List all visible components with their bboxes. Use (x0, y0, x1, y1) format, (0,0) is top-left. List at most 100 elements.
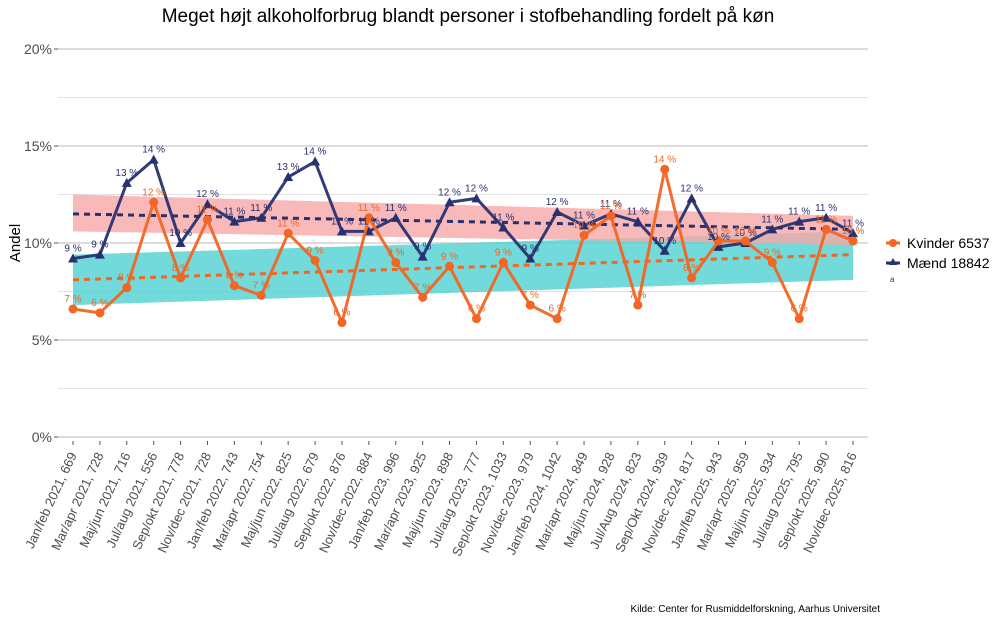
data-label: 11 % (250, 203, 272, 214)
data-point (687, 273, 697, 283)
data-point (283, 228, 293, 238)
data-point (794, 216, 805, 226)
data-point (390, 212, 401, 222)
data-label: 9 % (522, 244, 539, 255)
data-label: 11 % (600, 201, 622, 212)
data-point (94, 249, 105, 259)
data-label: 9 % (306, 245, 323, 256)
data-label: 11 % (358, 216, 380, 227)
data-label: 9 % (414, 242, 431, 253)
data-label: 11 % (842, 218, 864, 229)
data-label: 11 % (627, 207, 649, 218)
data-label: 7 % (414, 282, 431, 293)
data-label: 12 % (142, 187, 165, 198)
data-label: 11 % (815, 203, 837, 214)
data-label: 9 % (764, 247, 781, 258)
data-label: 12 % (546, 197, 569, 208)
y-tick-label: 20% (24, 41, 52, 57)
data-label: 12 % (196, 189, 219, 200)
data-label: 10 % (842, 226, 865, 237)
data-point (310, 255, 320, 265)
data-label: 8 % (683, 263, 700, 274)
data-point (418, 292, 428, 302)
data-label: 9 % (495, 247, 512, 258)
data-point (283, 172, 294, 182)
data-point (310, 156, 321, 166)
data-point (175, 238, 186, 247)
data-label: 11 % (385, 203, 407, 214)
data-point (445, 261, 455, 271)
data-point (68, 304, 78, 314)
data-label: 11 % (788, 207, 810, 218)
data-label: 10 % (169, 228, 192, 239)
series-line (72, 158, 854, 261)
data-point (686, 193, 697, 203)
data-label: 13 % (277, 162, 300, 173)
data-point (391, 257, 401, 267)
data-label: 10 % (734, 226, 757, 237)
data-point (149, 197, 159, 207)
data-point (606, 211, 616, 221)
data-label: 12 % (680, 183, 703, 194)
data-point (336, 226, 347, 236)
data-label: 9 % (387, 247, 404, 258)
data-point (471, 314, 481, 324)
data-point (417, 251, 428, 261)
data-point (176, 273, 186, 283)
data-label: 11 % (331, 216, 353, 227)
y-tick-label: 5% (32, 332, 52, 348)
data-point (498, 222, 509, 232)
data-point (848, 236, 858, 246)
data-point (660, 164, 670, 174)
source-caption: Kilde: Center for Rusmiddelforskning, Aa… (630, 604, 880, 615)
data-point (767, 224, 778, 234)
data-point (121, 177, 132, 187)
data-label: 10 % (573, 220, 596, 231)
data-label: 14 % (304, 147, 327, 158)
data-point (633, 300, 643, 310)
data-point (525, 253, 536, 263)
data-label: 6 % (333, 308, 350, 319)
legend-label-maend[interactable]: Mænd 18842 (907, 255, 990, 271)
data-label: 9 % (64, 244, 81, 255)
data-point (364, 213, 374, 223)
data-label: 6 % (468, 304, 485, 315)
y-axis-title: Andel (7, 224, 24, 262)
data-label: 7 % (629, 290, 646, 301)
data-label: 11 % (761, 214, 783, 225)
data-label: 6 % (549, 304, 566, 315)
data-label: 13 % (115, 168, 138, 179)
data-label: 10 % (707, 232, 730, 243)
data-point (122, 283, 132, 293)
data-label: 10 % (653, 236, 676, 247)
data-point (202, 199, 213, 209)
data-point (659, 245, 670, 255)
data-label: 10 % (734, 228, 757, 239)
data-label: 12 % (438, 187, 461, 198)
data-label: 7 % (253, 280, 270, 291)
data-label: 11 % (196, 205, 218, 216)
y-tick-label: 10% (24, 235, 52, 251)
data-point (202, 215, 212, 225)
data-point (68, 253, 78, 263)
y-tick-label: 0% (32, 429, 52, 445)
data-label: 11 % (815, 214, 837, 225)
data-label: 6 % (91, 298, 108, 309)
data-point (444, 197, 455, 207)
legend-label-kvinder[interactable]: Kvinder 6537 (907, 235, 990, 251)
data-label: 14 % (653, 154, 676, 165)
data-label: 11 % (492, 212, 514, 223)
data-point (579, 230, 589, 240)
data-label: 11 % (223, 207, 245, 218)
data-label: 14 % (142, 145, 165, 156)
data-labels: 9 % 9 %13 %14 %10 %12 %11 % 11 %13 %14 %11… (64, 145, 864, 319)
data-label: 7 % (64, 294, 81, 305)
data-point (794, 314, 804, 324)
data-label: 8 % (118, 273, 135, 284)
data-point (767, 257, 777, 267)
data-point (713, 241, 724, 251)
trend-lines (72, 212, 854, 282)
data-label: 11 % (573, 211, 595, 222)
